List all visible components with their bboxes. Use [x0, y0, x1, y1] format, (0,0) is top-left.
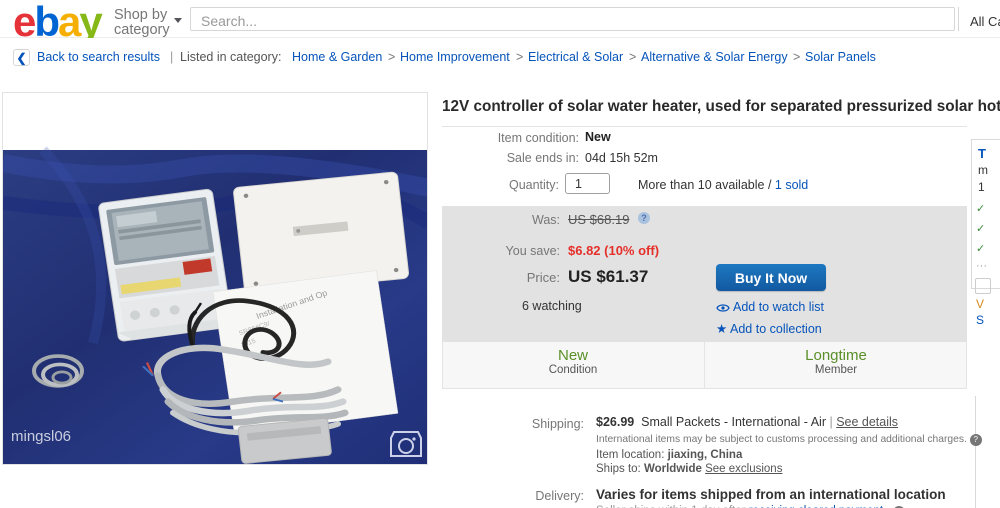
svg-text:mingsl06: mingsl06	[11, 428, 71, 445]
